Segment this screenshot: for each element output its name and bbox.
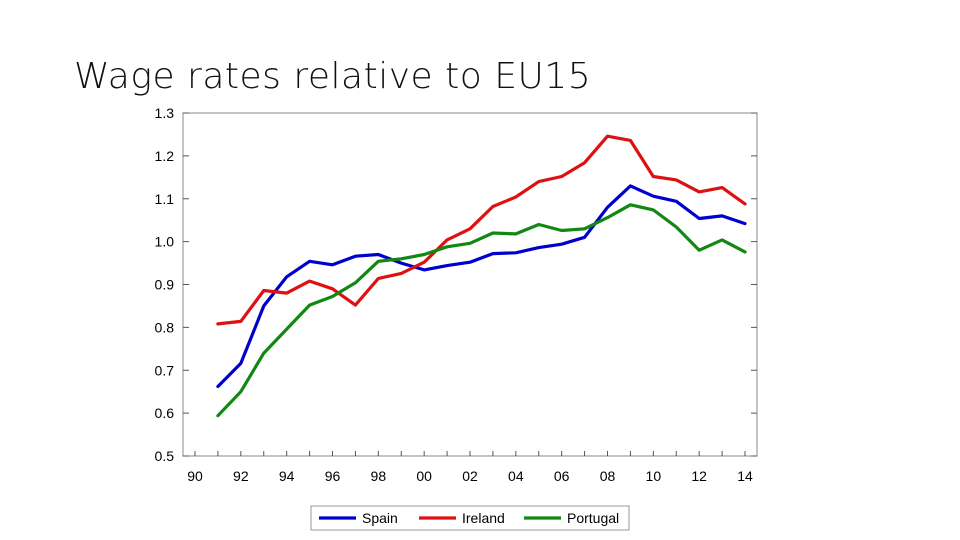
series-line-portugal <box>216 203 747 418</box>
legend-box <box>310 505 630 531</box>
y-tick-label: 0.7 <box>155 362 175 378</box>
series-line-spain <box>216 184 747 389</box>
legend-label-ireland: Ireland <box>462 510 505 526</box>
series-lines <box>216 134 747 418</box>
y-tick-label: 1.1 <box>155 191 175 207</box>
y-axis: 0.5 0.6 0.7 0.8 0.9 1.0 1.1 1.2 1.3 <box>155 105 757 464</box>
x-tick-label: 10 <box>646 468 662 484</box>
y-tick-label: 0.8 <box>155 319 175 335</box>
y-tick-label: 1.0 <box>155 234 175 250</box>
slide-title: Wage rates relative to EU15 <box>74 56 592 97</box>
x-tick-label: 92 <box>233 468 249 484</box>
y-tick-label: 0.9 <box>155 277 175 293</box>
plot-frame <box>182 112 758 457</box>
x-tick-label: 00 <box>416 468 432 484</box>
y-tick-label: 1.2 <box>155 148 175 164</box>
x-tick-label: 08 <box>600 468 616 484</box>
legend-label-spain: Spain <box>362 510 398 526</box>
series-line-ireland <box>216 134 747 326</box>
x-tick-label: 06 <box>554 468 570 484</box>
x-tick-label: 90 <box>187 468 203 484</box>
x-tick-label: 96 <box>325 468 341 484</box>
y-tick-label: 1.3 <box>155 105 175 121</box>
x-tick-label: 94 <box>279 468 295 484</box>
y-tick-label: 0.6 <box>155 405 175 421</box>
x-tick-label: 12 <box>691 468 707 484</box>
x-tick-label: 02 <box>462 468 478 484</box>
x-axis: 90 92 94 96 98 00 02 04 06 08 10 12 14 <box>187 451 753 484</box>
legend-label-portugal: Portugal <box>567 510 619 526</box>
x-tick-label: 14 <box>737 468 753 484</box>
x-tick-label: 04 <box>508 468 524 484</box>
legend: Spain Ireland Portugal <box>310 505 630 531</box>
y-tick-label: 0.5 <box>155 448 175 464</box>
x-tick-label: 98 <box>371 468 387 484</box>
